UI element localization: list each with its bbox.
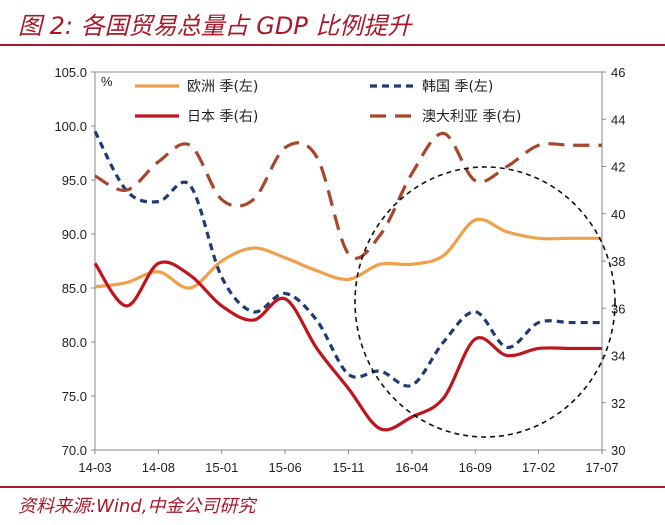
right-tick-label: 42 — [611, 160, 625, 175]
right-tick-label: 38 — [611, 254, 625, 269]
x-tick-label: 15-01 — [205, 460, 238, 475]
series-line-australia — [94, 131, 602, 260]
x-tick-label: 16-04 — [395, 460, 428, 475]
right-tick-label: 40 — [611, 207, 625, 222]
x-tick-label: 16-09 — [459, 460, 492, 475]
series-line-korea — [93, 130, 602, 388]
left-tick-label: 100.0 — [54, 119, 87, 134]
left-tick-label: 75.0 — [62, 389, 87, 404]
figure-title: 图 2: 各国贸易总量占 GDP 比例提升 — [18, 12, 412, 40]
axes: 70.0 75.0 80.0 85.0 90.0 95.0 100.0 105.0 30 32 34… — [54, 65, 625, 475]
series-lines — [93, 130, 602, 432]
right-tick-label: 34 — [611, 349, 625, 364]
x-tick-label: 14-03 — [78, 460, 111, 475]
x-tick-label: 15-06 — [269, 460, 302, 475]
title-rule — [0, 44, 665, 46]
left-tick-label: 90.0 — [62, 227, 87, 242]
left-tick-label: 70.0 — [62, 443, 87, 458]
annotations — [354, 166, 616, 438]
x-tick-label: 15-11 — [332, 460, 364, 475]
x-tick-label: 17-02 — [522, 460, 555, 475]
right-tick-label: 36 — [611, 301, 625, 316]
right-tick-label: 32 — [611, 396, 625, 411]
right-tick-label: 44 — [611, 112, 625, 127]
x-tick-label: 17-07 — [585, 460, 618, 475]
x-tick-label: 14-08 — [142, 460, 175, 475]
legend: 欧洲 季(左) 韩国 季(左) 日本 季(右) 澳大利亚 季(右) — [135, 79, 521, 125]
left-tick-label: 105.0 — [54, 65, 87, 80]
highlight-ellipse — [354, 166, 616, 438]
line-chart: 70.0 75.0 80.0 85.0 90.0 95.0 100.0 105.0 30 32 34… — [54, 65, 625, 475]
series-line-japan — [93, 260, 602, 432]
left-tick-label: 85.0 — [62, 281, 87, 296]
left-tick-label: 95.0 — [62, 173, 87, 188]
legend-label-europe: 欧洲 季(左) — [187, 79, 258, 95]
right-tick-label: 30 — [611, 443, 625, 458]
right-tick-label: 46 — [611, 65, 625, 80]
plot-frame — [94, 71, 603, 451]
legend-label-korea: 韩国 季(左) — [422, 79, 493, 95]
legend-label-australia: 澳大利亚 季(右) — [422, 109, 521, 125]
source-note: 资料来源:Wind,中金公司研究 — [18, 496, 256, 517]
left-tick-label: 80.0 — [62, 335, 87, 350]
source-rule — [0, 486, 665, 488]
unit-label: % — [101, 74, 113, 89]
legend-label-japan: 日本 季(右) — [187, 109, 258, 125]
series-line-europe — [94, 217, 602, 290]
